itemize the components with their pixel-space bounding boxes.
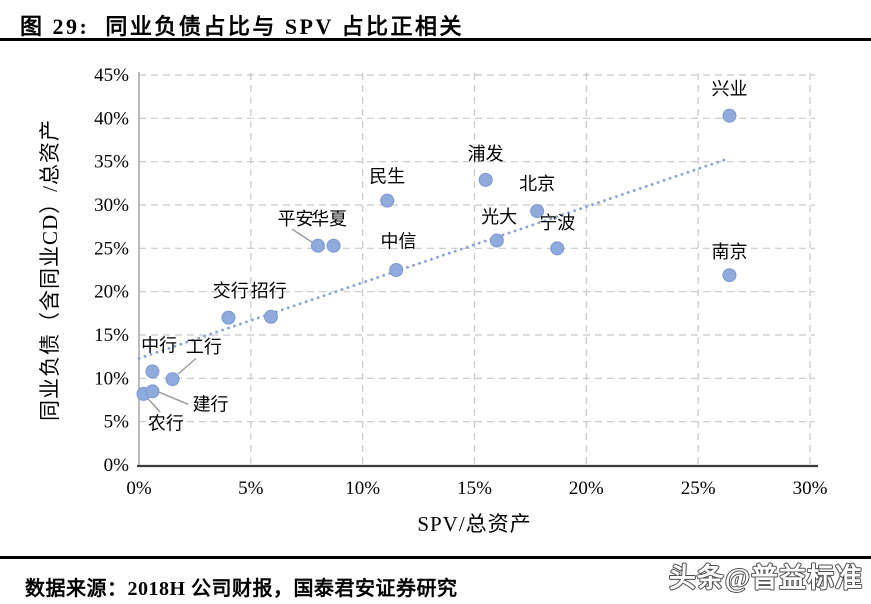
point-label: 北京 [519, 174, 555, 194]
x-tick-label: 10% [345, 478, 380, 499]
data-point [165, 372, 180, 387]
y-tick-label: 35% [94, 152, 129, 173]
point-label: 宁波 [539, 213, 575, 233]
leader-line [177, 357, 197, 375]
leader-line [158, 391, 189, 405]
source-note: 数据来源：2018H 公司财报，国泰君安证券研究 [25, 578, 458, 600]
point-label: 中行 [141, 335, 177, 355]
y-tick-label: 45% [94, 65, 129, 86]
x-tick-label: 25% [681, 478, 716, 499]
point-label: 工行 [186, 337, 222, 357]
data-point [263, 309, 278, 324]
x-tick-label: 15% [457, 478, 492, 499]
data-point [145, 384, 160, 399]
data-point [722, 268, 737, 283]
data-point [145, 364, 160, 379]
x-tick-label: 30% [793, 478, 828, 499]
point-label: 光大 [481, 207, 517, 227]
point-label: 浦发 [468, 144, 504, 164]
watermark: 头条@普益标准 [668, 561, 863, 594]
x-axis-title: SPV/总资产 [417, 512, 531, 536]
watermark-text: 头条@普益标准 [669, 562, 863, 593]
point-label: 招行 [251, 281, 287, 301]
data-point [389, 263, 404, 277]
data-point [722, 108, 737, 123]
y-tick-label: 30% [94, 195, 129, 216]
point-label: 交行 [213, 281, 249, 301]
x-tick-label: 0% [126, 478, 152, 499]
data-point [478, 172, 493, 187]
y-tick-label: 5% [104, 412, 130, 433]
point-label: 华夏 [311, 209, 347, 229]
title-divider [0, 38, 871, 41]
x-tick-label: 5% [238, 478, 264, 499]
y-tick-label: 40% [94, 108, 129, 129]
data-point [530, 204, 545, 219]
y-axis-title: 同业负债（含同业CD）/总资产 [38, 119, 62, 421]
footer-divider [0, 556, 871, 559]
point-label: 南京 [711, 242, 747, 262]
data-point [326, 238, 341, 253]
point-label: 平安 [278, 209, 314, 229]
data-point [310, 238, 325, 253]
data-point [550, 241, 565, 256]
leader-line [291, 228, 314, 244]
x-tick-label: 20% [569, 478, 604, 499]
point-label: 建行 [193, 394, 229, 414]
y-tick-label: 15% [94, 325, 129, 346]
data-point [489, 233, 504, 248]
point-label: 兴业 [711, 79, 747, 99]
leader-line [146, 396, 161, 413]
trend-line [137, 156, 731, 360]
y-tick-label: 25% [94, 238, 129, 259]
y-tick-label: 20% [94, 282, 129, 303]
y-tick-label: 0% [104, 455, 130, 476]
point-label: 中信 [380, 231, 416, 251]
point-label: 农行 [148, 413, 184, 433]
figure-title: 图 29: 同业负债占比与 SPV 占比正相关 [20, 14, 464, 39]
y-tick-label: 10% [94, 368, 129, 389]
data-point [221, 310, 236, 325]
data-point [380, 193, 395, 208]
point-label: 民生 [369, 166, 405, 186]
